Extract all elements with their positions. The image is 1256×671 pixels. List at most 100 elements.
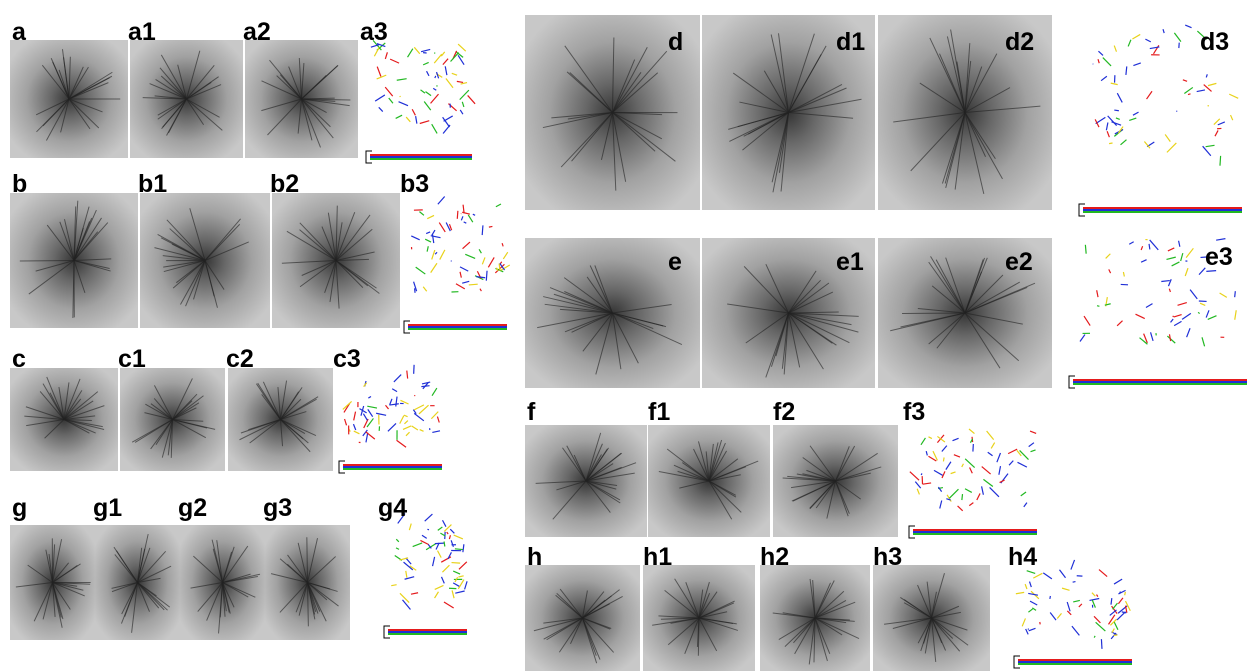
- tracing: [420, 430, 424, 432]
- tracing: [1067, 602, 1070, 611]
- tracing: [455, 549, 463, 550]
- panel-label: a: [12, 20, 26, 45]
- tracing: [1114, 579, 1122, 584]
- tracing: [390, 399, 392, 405]
- tracing: [1146, 304, 1153, 308]
- tracing: [1121, 140, 1127, 145]
- tracing: [431, 263, 437, 272]
- tracing: [438, 527, 443, 530]
- tracing: [1168, 248, 1174, 251]
- tracing: [953, 438, 959, 440]
- tracing: [421, 49, 430, 51]
- tracing: [1114, 46, 1116, 52]
- tracing: [1032, 608, 1036, 611]
- tracing: [389, 98, 393, 103]
- panel-label: e: [668, 250, 682, 275]
- tracing: [997, 453, 1001, 462]
- tracing: [486, 271, 487, 281]
- tracing: [1109, 143, 1112, 144]
- tracing: [1107, 131, 1109, 137]
- tracing: [406, 117, 410, 122]
- tracing: [1117, 93, 1122, 102]
- tracing: [1182, 313, 1191, 319]
- tracing: [408, 49, 413, 57]
- tracing: [1114, 110, 1119, 111]
- panel-label: h: [527, 545, 542, 570]
- tracing: [1197, 90, 1205, 92]
- tracing: [363, 414, 367, 421]
- panel-label: e2: [1005, 250, 1033, 275]
- tracing: [433, 88, 436, 90]
- panel-label: a3: [360, 20, 388, 45]
- tracing: [434, 54, 441, 63]
- tracing: [1231, 115, 1233, 120]
- tracing: [385, 52, 387, 59]
- tracing: [1163, 29, 1164, 33]
- tracing: [1206, 145, 1215, 146]
- tracing: [1028, 593, 1038, 595]
- tracing: [1024, 503, 1027, 507]
- tracing: [1097, 290, 1098, 297]
- tracing: [463, 544, 464, 552]
- tracing: [969, 429, 974, 434]
- tracing: [1129, 118, 1136, 120]
- tracing: [1109, 269, 1111, 273]
- tracing: [406, 571, 407, 578]
- tracing: [988, 452, 993, 456]
- tracing: [427, 215, 434, 218]
- panel-label: f3: [903, 400, 925, 425]
- tracing: [947, 495, 951, 502]
- tracing: [400, 593, 409, 602]
- tracing: [1106, 122, 1108, 130]
- tracing: [424, 101, 431, 110]
- tracing: [457, 81, 463, 82]
- panel-label: f1: [648, 400, 670, 425]
- tracing: [427, 246, 428, 251]
- tracing: [444, 602, 454, 608]
- tracing: [1128, 40, 1131, 47]
- tracing: [388, 423, 396, 431]
- tracing: [367, 406, 377, 408]
- tracing: [1027, 571, 1035, 574]
- tracing: [1028, 609, 1032, 612]
- tracing: [463, 242, 470, 249]
- tracing: [435, 592, 439, 598]
- tracing: [392, 389, 397, 392]
- panel-label: c2: [226, 347, 254, 372]
- tracing: [403, 426, 411, 429]
- panel-label: f: [527, 400, 535, 425]
- tracing: [447, 532, 448, 534]
- panel-label: h1: [643, 545, 672, 570]
- tracing: [1071, 560, 1075, 570]
- panel-label: d2: [1005, 30, 1034, 55]
- tracing: [441, 577, 444, 584]
- tracing: [1029, 443, 1034, 447]
- tracing: [458, 576, 463, 577]
- tracing: [969, 503, 973, 506]
- tracing: [390, 59, 399, 63]
- tracing: [404, 421, 407, 424]
- panel-label: g4: [378, 496, 407, 521]
- tracing: [1141, 260, 1146, 263]
- tracing: [1184, 87, 1192, 93]
- tracing: [394, 375, 401, 382]
- tracing: [965, 459, 974, 468]
- panel-label: b3: [400, 172, 429, 197]
- tracing: [1029, 628, 1036, 630]
- panel-label: h2: [760, 545, 789, 570]
- tracing: [422, 382, 430, 384]
- tracing: [488, 257, 494, 267]
- tracing: [1103, 58, 1111, 66]
- tracing: [445, 66, 447, 75]
- panel-label: e3: [1205, 245, 1233, 270]
- tracing: [455, 591, 464, 593]
- tracing: [1098, 59, 1099, 63]
- tracing: [386, 405, 389, 409]
- tracing: [1181, 253, 1183, 261]
- tracing: [917, 489, 919, 495]
- tracing: [1059, 570, 1065, 578]
- tracing: [942, 446, 947, 452]
- tracing: [923, 483, 931, 484]
- tracing: [1174, 321, 1181, 325]
- tracing: [1111, 598, 1112, 605]
